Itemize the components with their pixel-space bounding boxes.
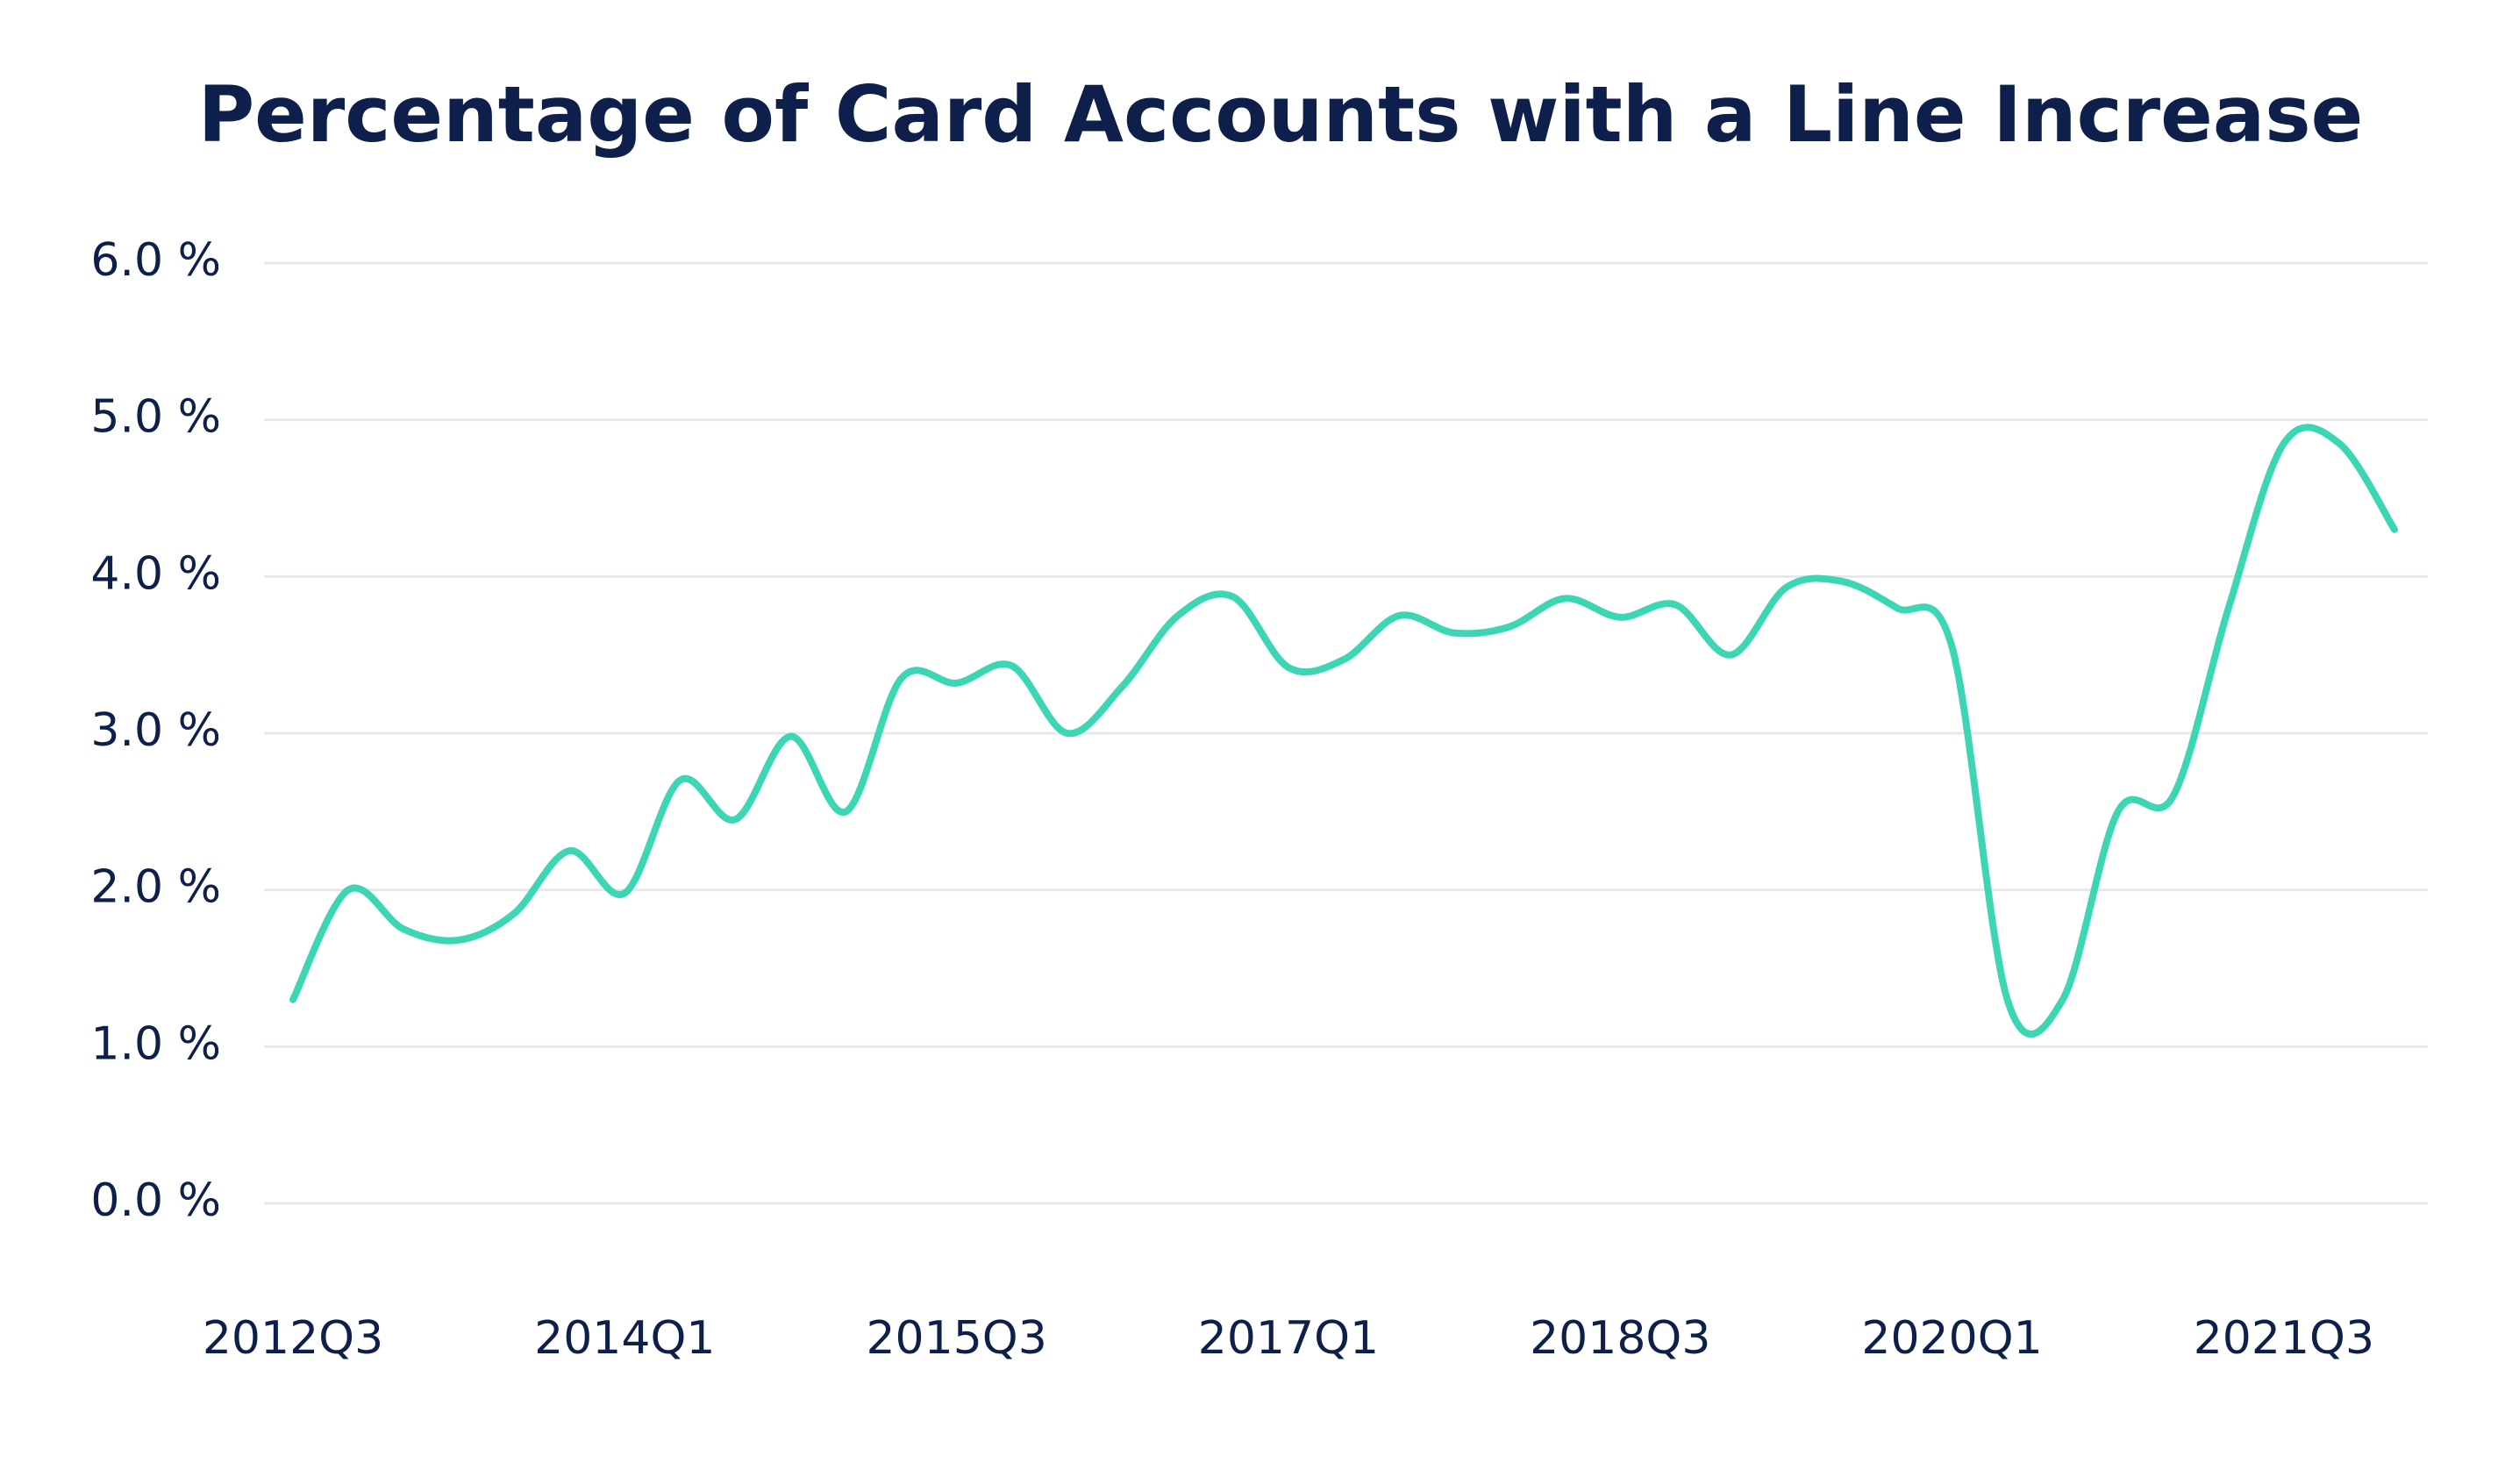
y-tick-label: 0.0 % (90, 1174, 221, 1227)
x-tick-label: 2015Q3 (866, 1312, 1046, 1365)
x-tick-label: 2021Q3 (2194, 1312, 2374, 1365)
x-tick-label: 2012Q3 (203, 1312, 383, 1365)
y-tick-label: 5.0 % (90, 391, 221, 444)
y-tick-label: 1.0 % (90, 1017, 221, 1070)
data-line (289, 424, 2398, 1038)
y-tick-label: 3.0 % (90, 704, 221, 757)
y-tick-label: 4.0 % (90, 547, 221, 600)
x-tick-label: 2014Q1 (534, 1312, 715, 1365)
x-tick-label: 2020Q1 (1861, 1312, 2042, 1365)
x-tick-label: 2017Q1 (1198, 1312, 1379, 1365)
x-tick-label: 2018Q3 (1530, 1312, 1710, 1365)
y-tick-label: 2.0 % (90, 861, 221, 914)
chart-title: Percentage of Card Accounts with a Line … (198, 69, 2364, 160)
y-tick-label: 6.0 % (90, 234, 221, 287)
